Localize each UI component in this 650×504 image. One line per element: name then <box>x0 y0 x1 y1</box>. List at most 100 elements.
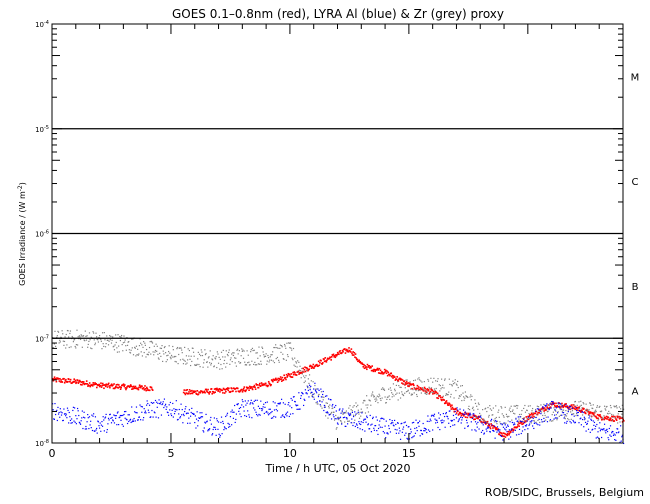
data-point <box>366 368 368 371</box>
data-point <box>389 431 392 433</box>
data-point <box>532 412 534 414</box>
data-point <box>357 426 359 429</box>
data-point <box>89 339 91 341</box>
data-point <box>540 419 543 421</box>
data-point <box>213 426 215 428</box>
data-point <box>504 406 506 408</box>
data-point <box>213 417 215 419</box>
data-point <box>462 414 465 416</box>
data-point <box>321 363 324 365</box>
data-point <box>439 384 442 387</box>
data-point <box>389 418 391 421</box>
data-point <box>256 364 258 366</box>
data-point <box>561 411 563 413</box>
data-point <box>609 412 611 414</box>
data-point <box>552 411 555 413</box>
data-point <box>592 420 594 422</box>
data-point <box>477 408 479 410</box>
data-point <box>372 370 375 373</box>
data-point <box>592 407 594 410</box>
data-point <box>83 339 85 341</box>
data-point <box>60 379 62 381</box>
data-point <box>418 388 421 391</box>
data-point <box>336 351 339 354</box>
data-point <box>160 355 162 357</box>
data-point <box>123 411 126 413</box>
data-point <box>135 412 137 414</box>
data-point <box>333 355 335 358</box>
data-point <box>318 389 320 392</box>
data-point <box>185 389 187 392</box>
data-point <box>279 403 281 405</box>
data-point <box>353 351 356 354</box>
data-point <box>78 335 80 337</box>
data-point <box>448 402 451 405</box>
data-point <box>428 420 430 423</box>
data-point <box>322 390 324 393</box>
data-point <box>580 400 582 402</box>
data-point <box>188 391 190 393</box>
data-point <box>104 384 106 386</box>
data-point <box>270 417 273 419</box>
data-point <box>308 384 311 386</box>
data-point <box>251 402 254 404</box>
data-point <box>526 424 528 426</box>
data-point <box>543 420 546 422</box>
data-point <box>395 384 397 387</box>
data-point <box>475 416 477 419</box>
data-point <box>383 372 385 374</box>
data-point <box>439 428 441 431</box>
data-point <box>258 382 261 385</box>
data-point <box>599 414 601 416</box>
data-point <box>338 409 340 411</box>
data-point <box>302 367 305 370</box>
data-point <box>617 416 619 419</box>
data-point <box>245 404 247 406</box>
data-point <box>364 400 366 402</box>
data-point <box>200 349 202 351</box>
data-point <box>376 367 379 370</box>
data-point <box>227 422 229 425</box>
data-point <box>120 386 123 389</box>
data-point <box>598 427 600 429</box>
data-point <box>122 350 124 352</box>
data-point <box>457 386 459 389</box>
data-point <box>517 416 519 418</box>
data-point <box>449 425 452 428</box>
data-point <box>584 421 587 424</box>
data-point <box>192 347 194 349</box>
data-point <box>502 435 504 438</box>
data-point <box>290 373 293 375</box>
data-point <box>439 396 442 399</box>
data-point <box>81 417 83 419</box>
data-point <box>258 363 261 365</box>
data-point <box>488 414 490 417</box>
data-point <box>167 411 169 414</box>
data-point <box>131 338 133 340</box>
data-point <box>593 415 595 417</box>
data-point <box>330 399 332 401</box>
data-point <box>337 423 339 425</box>
data-point <box>452 380 454 382</box>
data-point <box>112 387 115 390</box>
data-point <box>276 356 279 359</box>
data-point <box>148 351 150 353</box>
data-point <box>108 419 110 421</box>
data-point <box>305 369 308 371</box>
data-point <box>313 393 315 395</box>
data-point <box>376 419 378 421</box>
data-point <box>204 421 206 423</box>
data-point <box>94 430 96 432</box>
data-point <box>383 432 386 434</box>
data-point <box>240 415 242 418</box>
data-point <box>114 344 116 346</box>
data-point <box>325 360 327 362</box>
data-point <box>494 427 497 429</box>
data-point <box>88 382 91 384</box>
data-point <box>92 382 95 384</box>
data-point <box>117 334 119 336</box>
data-point <box>332 403 334 406</box>
data-point <box>350 409 352 411</box>
data-point <box>348 413 350 415</box>
data-point <box>162 360 164 363</box>
